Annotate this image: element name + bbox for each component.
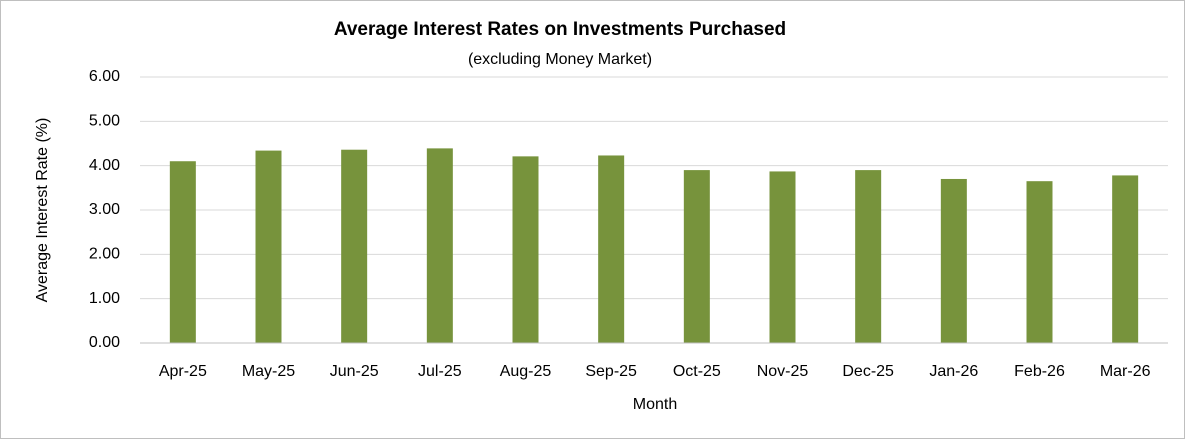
bar bbox=[255, 150, 282, 343]
y-axis-label: Average Interest Rate (%) bbox=[34, 118, 51, 303]
bar bbox=[341, 149, 368, 343]
bar bbox=[1112, 175, 1139, 343]
bar bbox=[598, 155, 625, 343]
x-tick-label: Dec-25 bbox=[842, 363, 894, 380]
x-tick-label: Mar-26 bbox=[1100, 363, 1151, 380]
y-tick-label: 0.00 bbox=[89, 334, 120, 351]
x-tick-label: May-25 bbox=[242, 363, 295, 380]
bar bbox=[940, 178, 967, 343]
x-tick-label: Apr-25 bbox=[159, 363, 207, 380]
y-tick-label: 3.00 bbox=[89, 201, 120, 218]
x-tick-label: Jul-25 bbox=[418, 363, 462, 380]
x-tick-label: Sep-25 bbox=[585, 363, 637, 380]
bar bbox=[1026, 181, 1053, 343]
y-tick-label: 4.00 bbox=[89, 157, 120, 174]
y-tick-label: 1.00 bbox=[89, 290, 120, 307]
bar bbox=[169, 161, 196, 343]
bar bbox=[512, 156, 539, 343]
x-tick-label: Jun-25 bbox=[330, 363, 379, 380]
x-tick-label: Aug-25 bbox=[500, 363, 552, 380]
y-tick-label: 5.00 bbox=[89, 113, 120, 130]
x-tick-label: Nov-25 bbox=[757, 363, 809, 380]
bar bbox=[769, 171, 796, 343]
bar bbox=[855, 170, 882, 343]
x-tick-label: Oct-25 bbox=[673, 363, 721, 380]
y-tick-label: 6.00 bbox=[89, 68, 120, 85]
x-tick-label: Feb-26 bbox=[1014, 363, 1065, 380]
chart-subtitle: (excluding Money Market) bbox=[468, 51, 652, 68]
y-tick-label: 2.00 bbox=[89, 246, 120, 263]
bar bbox=[426, 148, 453, 343]
x-axis-label: Month bbox=[633, 396, 677, 413]
bar bbox=[683, 170, 710, 343]
x-tick-label: Jan-26 bbox=[929, 363, 978, 380]
chart-title: Average Interest Rates on Investments Pu… bbox=[334, 19, 786, 40]
